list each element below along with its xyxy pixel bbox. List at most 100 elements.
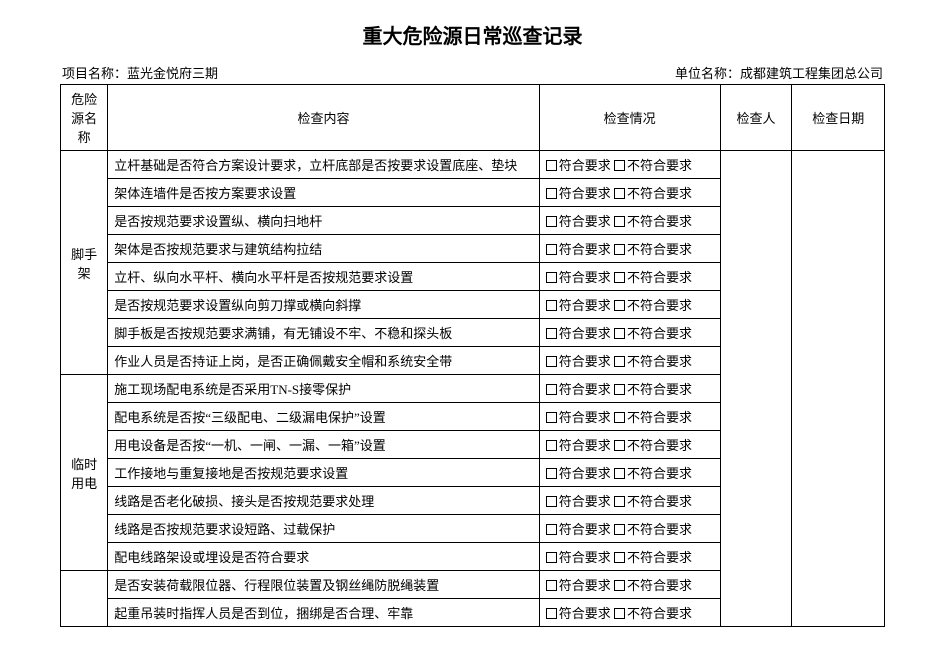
status-ok-label: 符合要求 <box>559 606 611 621</box>
content-cell: 是否安装荷载限位器、行程限位装置及钢丝绳防脱绳装置 <box>108 571 540 599</box>
project-meta: 项目名称：蓝光金悦府三期 <box>62 63 218 82</box>
content-cell: 施工现场配电系统是否采用TN-S接零保护 <box>108 375 540 403</box>
content-cell: 是否按规范要求设置纵、横向扫地杆 <box>108 207 540 235</box>
checkbox-icon[interactable] <box>614 384 625 395</box>
content-cell: 用电设备是否按“一机、一闸、一漏、一箱”设置 <box>108 431 540 459</box>
status-bad-label: 不符合要求 <box>627 270 692 285</box>
status-bad-label: 不符合要求 <box>627 466 692 481</box>
status-bad-label: 不符合要求 <box>627 522 692 537</box>
checkbox-icon[interactable] <box>546 524 557 535</box>
status-cell: 符合要求 不符合要求 <box>539 487 720 515</box>
page-title: 重大危险源日常巡查记录 <box>60 20 885 49</box>
checkbox-icon[interactable] <box>546 244 557 255</box>
content-cell: 脚手板是否按规范要求满铺，有无铺设不牢、不稳和探头板 <box>108 319 540 347</box>
checkbox-icon[interactable] <box>614 328 625 339</box>
table-row: 脚手架立杆基础是否符合方案设计要求，立杆底部是否按要求设置底座、垫块符合要求 不… <box>61 151 885 179</box>
checkbox-icon[interactable] <box>614 524 625 535</box>
content-cell: 线路是否老化破损、接头是否按规范要求处理 <box>108 487 540 515</box>
checkbox-icon[interactable] <box>546 608 557 619</box>
date-cell <box>792 151 885 627</box>
checkbox-icon[interactable] <box>614 580 625 591</box>
content-cell: 是否按规范要求设置纵向剪刀撑或横向斜撑 <box>108 291 540 319</box>
status-bad-label: 不符合要求 <box>627 550 692 565</box>
status-cell: 符合要求 不符合要求 <box>539 319 720 347</box>
project-name: 蓝光金悦府三期 <box>127 66 218 81</box>
status-bad-label: 不符合要求 <box>627 242 692 257</box>
source-cell: 临时用电 <box>61 375 108 571</box>
checkbox-icon[interactable] <box>546 552 557 563</box>
status-bad-label: 不符合要求 <box>627 186 692 201</box>
status-cell: 符合要求 不符合要求 <box>539 151 720 179</box>
status-ok-label: 符合要求 <box>559 214 611 229</box>
status-cell: 符合要求 不符合要求 <box>539 207 720 235</box>
checkbox-icon[interactable] <box>614 412 625 423</box>
checkbox-icon[interactable] <box>546 384 557 395</box>
status-ok-label: 符合要求 <box>559 550 611 565</box>
checkbox-icon[interactable] <box>546 412 557 423</box>
status-bad-label: 不符合要求 <box>627 494 692 509</box>
checkbox-icon[interactable] <box>614 244 625 255</box>
unit-name: 成都建筑工程集团总公司 <box>740 66 883 81</box>
person-cell <box>720 151 792 627</box>
checkbox-icon[interactable] <box>546 328 557 339</box>
status-cell: 符合要求 不符合要求 <box>539 515 720 543</box>
status-ok-label: 符合要求 <box>559 410 611 425</box>
status-ok-label: 符合要求 <box>559 298 611 313</box>
status-bad-label: 不符合要求 <box>627 438 692 453</box>
checkbox-icon[interactable] <box>546 580 557 591</box>
status-cell: 符合要求 不符合要求 <box>539 403 720 431</box>
status-bad-label: 不符合要求 <box>627 606 692 621</box>
source-cell: 脚手架 <box>61 151 108 375</box>
status-ok-label: 符合要求 <box>559 466 611 481</box>
content-cell: 立杆、纵向水平杆、横向水平杆是否按规范要求设置 <box>108 263 540 291</box>
checkbox-icon[interactable] <box>614 440 625 451</box>
checkbox-icon[interactable] <box>614 216 625 227</box>
checkbox-icon[interactable] <box>614 356 625 367</box>
status-ok-label: 符合要求 <box>559 158 611 173</box>
status-cell: 符合要求 不符合要求 <box>539 235 720 263</box>
status-bad-label: 不符合要求 <box>627 298 692 313</box>
checkbox-icon[interactable] <box>614 188 625 199</box>
status-ok-label: 符合要求 <box>559 354 611 369</box>
th-date: 检查日期 <box>792 85 885 151</box>
status-cell: 符合要求 不符合要求 <box>539 571 720 599</box>
project-label: 项目名称： <box>62 66 127 81</box>
checkbox-icon[interactable] <box>614 300 625 311</box>
checkbox-icon[interactable] <box>546 468 557 479</box>
checkbox-icon[interactable] <box>546 356 557 367</box>
content-cell: 配电系统是否按“三级配电、二级漏电保护”设置 <box>108 403 540 431</box>
checkbox-icon[interactable] <box>614 552 625 563</box>
source-cell <box>61 571 108 627</box>
checkbox-icon[interactable] <box>546 440 557 451</box>
content-cell: 立杆基础是否符合方案设计要求，立杆底部是否按要求设置底座、垫块 <box>108 151 540 179</box>
status-cell: 符合要求 不符合要求 <box>539 375 720 403</box>
status-ok-label: 符合要求 <box>559 578 611 593</box>
checkbox-icon[interactable] <box>614 496 625 507</box>
checkbox-icon[interactable] <box>546 216 557 227</box>
checkbox-icon[interactable] <box>546 496 557 507</box>
th-status: 检查情况 <box>539 85 720 151</box>
status-ok-label: 符合要求 <box>559 382 611 397</box>
table-header-row: 危险源名称 检查内容 检查情况 检查人 检查日期 <box>61 85 885 151</box>
status-ok-label: 符合要求 <box>559 438 611 453</box>
unit-label: 单位名称： <box>675 66 740 81</box>
status-ok-label: 符合要求 <box>559 522 611 537</box>
inspection-table: 危险源名称 检查内容 检查情况 检查人 检查日期 脚手架立杆基础是否符合方案设计… <box>60 84 885 627</box>
checkbox-icon[interactable] <box>614 160 625 171</box>
content-cell: 工作接地与重复接地是否按规范要求设置 <box>108 459 540 487</box>
content-cell: 配电线路架设或埋设是否符合要求 <box>108 543 540 571</box>
checkbox-icon[interactable] <box>614 468 625 479</box>
status-bad-label: 不符合要求 <box>627 354 692 369</box>
checkbox-icon[interactable] <box>546 272 557 283</box>
th-source: 危险源名称 <box>61 85 108 151</box>
checkbox-icon[interactable] <box>546 160 557 171</box>
status-bad-label: 不符合要求 <box>627 158 692 173</box>
status-bad-label: 不符合要求 <box>627 578 692 593</box>
status-cell: 符合要求 不符合要求 <box>539 347 720 375</box>
checkbox-icon[interactable] <box>614 608 625 619</box>
content-cell: 线路是否按规范要求设短路、过载保护 <box>108 515 540 543</box>
checkbox-icon[interactable] <box>614 272 625 283</box>
checkbox-icon[interactable] <box>546 188 557 199</box>
status-bad-label: 不符合要求 <box>627 410 692 425</box>
checkbox-icon[interactable] <box>546 300 557 311</box>
